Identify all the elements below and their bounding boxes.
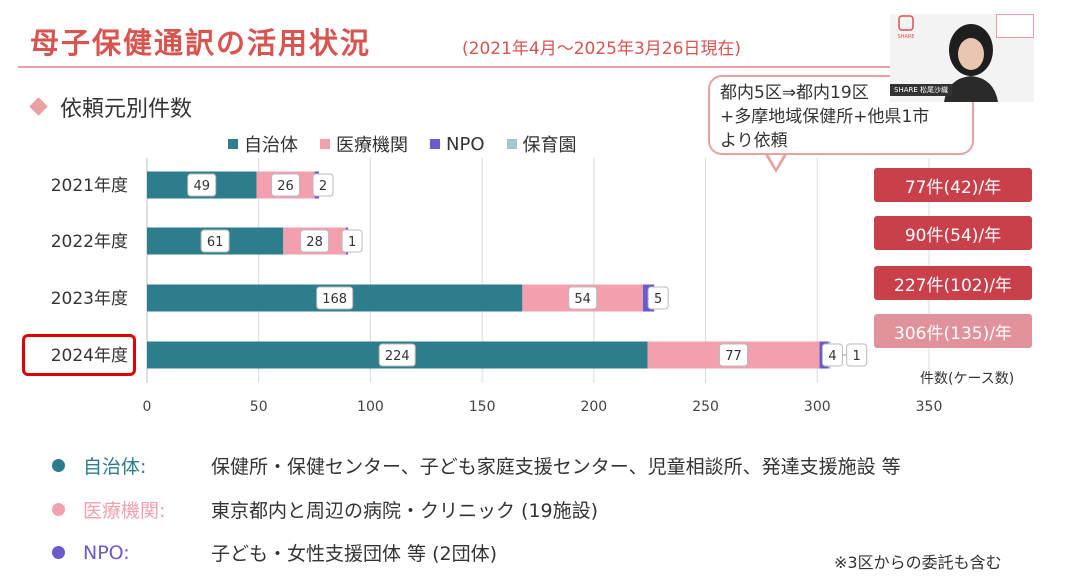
name-card bbox=[996, 14, 1034, 38]
data-label-box-1-1 bbox=[300, 229, 330, 253]
period-label: (2021年4月～2025年3月26日現在) bbox=[462, 39, 742, 59]
data-label-box-0-1 bbox=[200, 229, 230, 253]
data-label-1-2: 54 bbox=[574, 292, 591, 307]
chart-legend: 自治体 医療機関 NPO 保育園 bbox=[228, 131, 577, 157]
presenter-avatar bbox=[944, 24, 998, 102]
category-label-3: 2024年度 bbox=[51, 346, 128, 366]
unit-note: 件数(ケース数) bbox=[920, 371, 1015, 387]
legend-item-medical: 医療機関 bbox=[320, 131, 408, 157]
data-label-2-3: 4 bbox=[828, 349, 836, 364]
note-term-medical: 医療機関: bbox=[83, 500, 166, 522]
data-label-box-1-0 bbox=[271, 173, 301, 197]
legend-swatch-nursery bbox=[506, 139, 517, 149]
legend-label-nursery: 保育園 bbox=[522, 135, 577, 156]
legend-swatch-medical bbox=[320, 139, 330, 149]
highlight-box-2024 bbox=[22, 334, 136, 376]
note-dot-municipality-icon bbox=[52, 459, 65, 472]
legend-item-nursery: 保育園 bbox=[506, 131, 577, 157]
share-logo-icon: SHARE bbox=[898, 15, 915, 40]
data-label-box-1-3 bbox=[719, 343, 748, 367]
data-label-box-0-3 bbox=[378, 343, 416, 367]
data-label-box-2-1 bbox=[341, 229, 363, 253]
presenter-name-tag: SHARE 松尾沙織 bbox=[890, 84, 953, 96]
note-term-municipality: 自治体: bbox=[83, 456, 147, 478]
data-label-box-0-2 bbox=[316, 286, 354, 310]
data-label-1-1: 28 bbox=[306, 235, 323, 250]
x-tick-label-300: 300 bbox=[804, 399, 831, 415]
legend-label-municipality: 自治体 bbox=[244, 135, 298, 156]
legend-item-npo: NPO bbox=[430, 131, 485, 157]
legend-swatch-municipality bbox=[228, 139, 238, 149]
data-label-0-3: 224 bbox=[385, 349, 410, 364]
note-desc-municipality: 保健所・保健センター、子ども家庭支援センター、児童相談所、発達支援施設 等 bbox=[211, 456, 901, 478]
data-label-0-2: 168 bbox=[322, 292, 347, 307]
legend-label-medical: 医療機関 bbox=[336, 135, 408, 156]
legend-label-npo: NPO bbox=[446, 133, 485, 155]
x-tick-label-0: 0 bbox=[143, 399, 152, 415]
total-badge-2024: 306件(135)/年 bbox=[874, 314, 1032, 348]
footnote: ※3区からの委託も含む bbox=[834, 553, 1002, 572]
total-badge-2023: 227件(102)/年 bbox=[874, 266, 1032, 300]
data-label-0-1: 61 bbox=[207, 235, 224, 250]
page-title: 母子保健通訳の活用状況 bbox=[30, 26, 372, 60]
category-label-2: 2023年度 bbox=[51, 289, 128, 309]
legend-swatch-npo bbox=[430, 139, 440, 149]
data-label-0-0: 49 bbox=[193, 179, 210, 194]
data-label-box-2-3 bbox=[821, 343, 843, 367]
data-label-2-1: 1 bbox=[348, 235, 356, 250]
total-badge-2021: 77件(42)/年 bbox=[874, 168, 1032, 202]
share-logo: SHARE bbox=[896, 14, 916, 40]
data-label-box-1-2 bbox=[568, 286, 598, 310]
total-badge-2022: 90件(54)/年 bbox=[874, 216, 1032, 250]
data-label-2-2: 5 bbox=[654, 292, 662, 307]
data-label-1-3: 77 bbox=[725, 349, 742, 364]
x-tick-label-200: 200 bbox=[580, 399, 607, 415]
x-tick-label-350: 350 bbox=[916, 399, 943, 415]
note-desc-npo: 子ども・女性支援団体 等 (2団体) bbox=[211, 543, 497, 565]
x-tick-label-150: 150 bbox=[469, 399, 496, 415]
data-label-box-2-0 bbox=[312, 173, 334, 197]
title-divider bbox=[18, 66, 898, 68]
note-term-npo: NPO: bbox=[83, 541, 130, 564]
data-label-box-0-0 bbox=[187, 173, 217, 197]
section-subtitle: 依頼元別件数 bbox=[60, 97, 193, 122]
x-tick-label-100: 100 bbox=[357, 399, 384, 415]
note-dot-medical-icon bbox=[52, 503, 65, 516]
data-label-1-0: 26 bbox=[277, 179, 294, 194]
category-label-1: 2022年度 bbox=[51, 232, 128, 252]
x-tick-label-250: 250 bbox=[692, 399, 719, 415]
note-desc-medical: 東京都内と周辺の病院・クリニック (19施設) bbox=[211, 500, 599, 522]
category-label-0: 2021年度 bbox=[51, 176, 128, 196]
note-dot-npo-icon bbox=[52, 546, 65, 559]
data-label-box-2-2 bbox=[647, 286, 669, 310]
callout-tail-inner bbox=[767, 152, 785, 168]
data-label-2-0: 2 bbox=[319, 179, 327, 194]
note-row-medical: 医療機関: 東京都内と周辺の病院・クリニック (19施設) bbox=[52, 496, 598, 523]
data-label-box-3-3 bbox=[846, 343, 868, 367]
note-row-npo: NPO: 子ども・女性支援団体 等 (2団体) bbox=[52, 539, 497, 566]
svg-text:SHARE: SHARE bbox=[898, 34, 915, 40]
x-tick-label-50: 50 bbox=[250, 399, 268, 415]
data-label-3-3: 1 bbox=[853, 349, 861, 364]
note-row-municipality: 自治体: 保健所・保健センター、子ども家庭支援センター、児童相談所、発達支援施設… bbox=[52, 452, 901, 479]
legend-item-municipality: 自治体 bbox=[228, 131, 298, 157]
